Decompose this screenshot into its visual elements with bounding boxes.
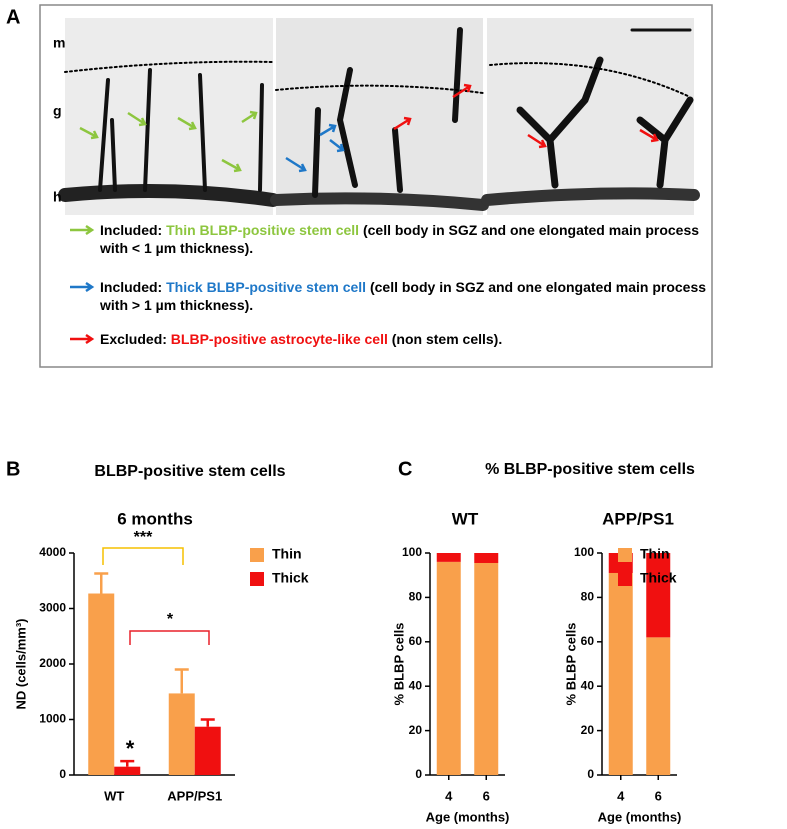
legend-label: Thin	[272, 546, 302, 562]
significance-label: *	[126, 736, 135, 761]
legend-swatch	[618, 572, 632, 586]
y-tick-label: 40	[409, 678, 423, 692]
panel-label: C	[398, 458, 412, 480]
x-tick-label: 4	[445, 788, 453, 803]
y-axis-label: ND (cells/mm³)	[13, 618, 28, 709]
legend-item: Included: Thin BLBP-positive stem cell (…	[100, 221, 712, 257]
y-tick-label: 80	[581, 590, 595, 604]
legend-arrow	[70, 281, 95, 293]
bar	[114, 766, 141, 775]
significance-label: *	[167, 611, 174, 628]
bar-segment	[474, 553, 499, 563]
bar-segment	[646, 637, 671, 775]
error-bar	[120, 759, 135, 767]
bar-segment	[646, 553, 671, 638]
chart-title: % BLBP-positive stem cells	[485, 461, 695, 478]
x-axis-label: Age (months)	[598, 809, 682, 824]
legend-swatch	[618, 548, 632, 562]
legend-label: Thin	[640, 546, 670, 562]
x-tick-label: 6	[483, 788, 490, 803]
bar-segment	[436, 553, 461, 562]
error-bar	[200, 718, 215, 727]
description: (cell body in SGZ and one elongated main…	[100, 222, 700, 256]
chart-subtitle: 6 months	[117, 509, 193, 528]
significance-bracket	[102, 547, 184, 565]
y-tick-label: 100	[574, 545, 594, 559]
y-tick-label: 60	[581, 634, 595, 648]
y-axis-label: % BLBP cells	[563, 623, 578, 706]
error-bar	[174, 668, 189, 694]
legend-item: Included: Thick BLBP-positive stem cell …	[100, 278, 712, 314]
layer-label: m	[53, 35, 65, 51]
status: Included:	[100, 279, 163, 295]
bar	[88, 593, 115, 775]
legend-swatch	[250, 572, 264, 586]
y-tick-label: 0	[415, 767, 422, 781]
x-tick-label: 6	[655, 788, 662, 803]
y-axis-label: % BLBP cells	[391, 623, 406, 706]
bar	[168, 693, 195, 775]
x-axis-label: Age (months)	[426, 809, 510, 824]
legend-swatch	[250, 548, 264, 562]
bar-segment	[436, 561, 461, 775]
y-tick-label: 4000	[39, 545, 66, 559]
y-tick-label: 20	[581, 723, 595, 737]
chart-subtitle: WT	[452, 509, 479, 528]
bar-segment	[608, 572, 633, 775]
legend-label: Thick	[272, 570, 309, 586]
legend-item: Excluded: BLBP-positive astrocyte-like c…	[100, 330, 712, 348]
label: BLBP-positive astrocyte-like cell	[170, 331, 388, 347]
label: Thin BLBP-positive stem cell	[166, 222, 360, 238]
panel-a-frame	[39, 4, 713, 368]
y-tick-label: 60	[409, 634, 423, 648]
panel-label: A	[6, 6, 20, 28]
status: Included:	[100, 222, 163, 238]
y-tick-label: 0	[59, 767, 66, 781]
description: (non stem cells).	[391, 331, 503, 347]
significance-label: ***	[134, 529, 153, 546]
panel-label: B	[6, 458, 20, 480]
legend-label: Thick	[640, 570, 677, 586]
bar	[194, 726, 221, 775]
y-tick-label: 0	[587, 767, 594, 781]
y-tick-label: 2000	[39, 656, 66, 670]
error-bar	[94, 572, 109, 594]
label: Thick BLBP-positive stem cell	[166, 279, 367, 295]
legend-arrow	[70, 333, 95, 345]
status: Excluded:	[100, 331, 167, 347]
chart-title: BLBP-positive stem cells	[94, 463, 285, 480]
x-tick-label: WT	[104, 788, 124, 803]
y-tick-label: 80	[409, 590, 423, 604]
chart-subtitle: APP/PS1	[602, 509, 674, 528]
y-tick-label: 1000	[39, 712, 66, 726]
y-tick-label: 40	[581, 678, 595, 692]
bar-segment	[474, 562, 499, 775]
y-tick-label: 20	[409, 723, 423, 737]
y-tick-label: 100	[402, 545, 422, 559]
micrographs	[58, 18, 700, 215]
description: (cell body in SGZ and one elongated main…	[100, 279, 707, 313]
x-tick-label: APP/PS1	[167, 788, 222, 803]
legend-arrow	[70, 224, 95, 236]
layer-label: g	[53, 103, 62, 119]
significance-bracket	[129, 630, 210, 645]
panel-a-arrows	[79, 83, 659, 173]
x-tick-label: 4	[617, 788, 625, 803]
layer-label: h	[53, 189, 62, 205]
y-tick-label: 3000	[39, 601, 66, 615]
